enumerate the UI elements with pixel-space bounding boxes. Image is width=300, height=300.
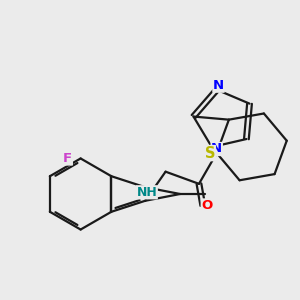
Text: O: O bbox=[201, 199, 212, 212]
Text: N: N bbox=[213, 79, 224, 92]
Text: NH: NH bbox=[136, 186, 157, 199]
Text: S: S bbox=[205, 146, 215, 160]
Text: N: N bbox=[211, 142, 222, 155]
Text: F: F bbox=[63, 152, 72, 165]
